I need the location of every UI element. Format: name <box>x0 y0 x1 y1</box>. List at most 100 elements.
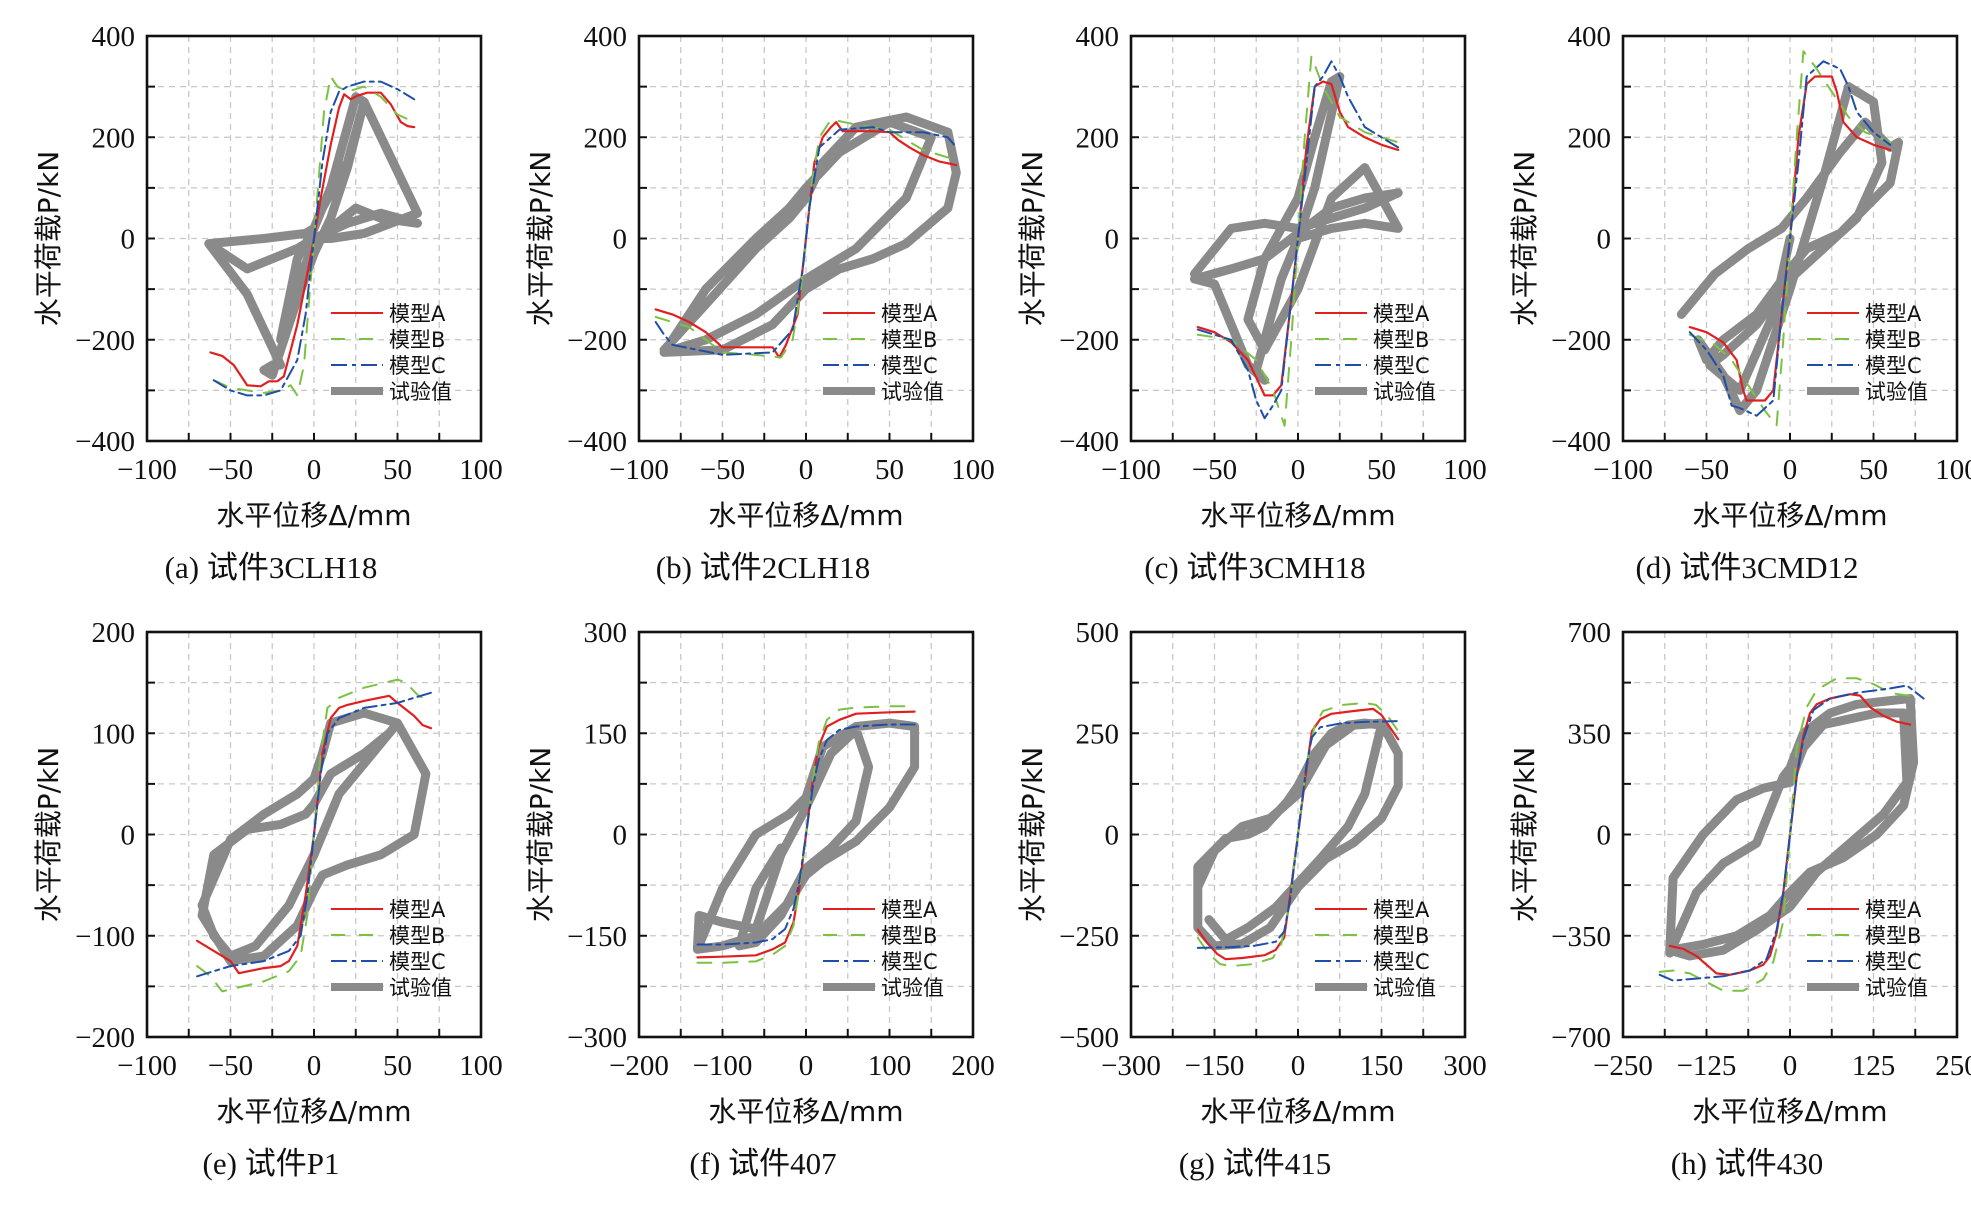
x-tick-label: 50 <box>1859 454 1888 486</box>
chart-svg: −100 −50 0 50 100−200−1000100200水平位移Δ/mm水平荷载… <box>32 617 503 1128</box>
legend-label: 模型A <box>389 302 446 326</box>
x-tick-label: 100 <box>868 1050 912 1082</box>
y-tick-label: 0 <box>613 224 628 256</box>
legend-label: 模型C <box>1373 354 1430 378</box>
legend-label: 试验值 <box>881 380 944 404</box>
x-axis-title: 水平位移Δ/mm <box>1692 499 1887 532</box>
series-model-a <box>209 91 416 388</box>
y-tick-label: 400 <box>92 21 136 53</box>
legend-label: 模型B <box>389 924 445 948</box>
legend-label: 模型C <box>389 354 446 378</box>
legend-label: 试验值 <box>1865 380 1928 404</box>
legend-label: 模型C <box>881 354 938 378</box>
y-axis-title: 水平荷载P/kN <box>1508 747 1541 922</box>
x-axis-title: 水平位移Δ/mm <box>1692 1095 1887 1128</box>
legend-label: 模型C <box>1373 950 1430 974</box>
chart-panel-g: −300 −150 0 150 300 −500 −250 0 250 500 水平位移Δ/mm 水平… <box>984 596 1487 1199</box>
x-tick-label: −100 <box>693 1050 753 1082</box>
legend-label: 模型C <box>389 950 446 974</box>
y-tick-label: 300 <box>584 617 628 649</box>
legend-label: 试验值 <box>1865 976 1928 1000</box>
series-model-c <box>1196 60 1400 420</box>
y-tick-label: 0 <box>1597 224 1612 256</box>
x-tick-label: 200 <box>951 1050 995 1082</box>
y-tick-label: −300 <box>567 1022 627 1054</box>
y-tick-label: 0 <box>121 224 136 256</box>
y-tick-label: 250 <box>1076 718 1120 750</box>
x-tick-label: −50 <box>1684 454 1729 486</box>
x-tick-label: −100 <box>1593 454 1653 486</box>
x-tick-label: 0 <box>799 454 814 486</box>
x-tick-label: 250 <box>1935 1050 1971 1082</box>
legend-label: 模型C <box>1865 354 1922 378</box>
panel-caption: (a) 试件3CLH18 <box>164 550 378 585</box>
y-tick-label: −350 <box>1551 921 1611 953</box>
x-tick-label: 150 <box>1360 1050 1404 1082</box>
x-tick-label: 0 <box>307 454 322 486</box>
series-test <box>204 92 422 380</box>
chart-svg: −100 −50 0 50 100 −400 −200 0 200 400 水平位移Δ/mm 水平荷载… <box>1016 21 1487 532</box>
y-tick-label: 0 <box>1105 820 1120 852</box>
x-tick-label: −250 <box>1593 1050 1653 1082</box>
y-tick-label: −200 <box>75 325 135 357</box>
series-test <box>659 112 961 357</box>
x-tick-label: −100 <box>1101 454 1161 486</box>
legend-label: 模型B <box>389 328 445 352</box>
x-tick-label: −50 <box>208 1050 253 1082</box>
x-tick-label: 100 <box>1443 454 1487 486</box>
x-tick-label: 0 <box>1291 1050 1306 1082</box>
chart-svg: −100 −50 0 50 100 −400 −200 0 200 400 水平位移Δ/mm 水平荷载… <box>1508 21 1971 532</box>
series-model-c <box>212 80 416 397</box>
y-tick-label: −400 <box>567 426 627 458</box>
y-tick-label: −400 <box>1059 426 1119 458</box>
x-tick-label: 50 <box>383 454 412 486</box>
series-model-a <box>654 121 958 359</box>
y-tick-label: 400 <box>1076 21 1120 53</box>
panel-caption: (g) 试件415 <box>1178 1146 1332 1181</box>
y-tick-label: 0 <box>121 820 136 852</box>
y-tick-label: 200 <box>1076 122 1120 154</box>
legend-label: 模型A <box>1373 898 1430 922</box>
x-tick-label: 50 <box>1367 454 1396 486</box>
x-axis-title: 水平位移Δ/mm <box>1200 1095 1395 1128</box>
y-tick-label: 0 <box>1105 224 1120 256</box>
x-tick-label: 0 <box>799 1050 814 1082</box>
y-axis-title: 水平荷载P/kN <box>1016 747 1049 922</box>
x-tick-label: −100 <box>117 454 177 486</box>
x-tick-label: 100 <box>1935 454 1971 486</box>
x-axis-title: 水平位移Δ/mm <box>216 1095 411 1128</box>
y-tick-label: −200 <box>1059 325 1119 357</box>
chart-panel-c: −100 −50 0 50 100 −400 −200 0 200 400 水平位移Δ/mm 水平荷载… <box>984 0 1487 603</box>
legend-label: 试验值 <box>389 380 452 404</box>
x-tick-label: −150 <box>1185 1050 1245 1082</box>
legend-label: 模型C <box>1865 950 1922 974</box>
y-tick-label: 400 <box>584 21 628 53</box>
legend-label: 试验值 <box>389 976 452 1000</box>
series-model-b <box>654 118 958 359</box>
series-model-b <box>1658 677 1915 992</box>
x-tick-label: 0 <box>1783 1050 1798 1082</box>
y-tick-label: 200 <box>584 122 628 154</box>
x-axis-title: 水平位移Δ/mm <box>1200 499 1395 532</box>
panel-caption: (c) 试件3CMH18 <box>1144 550 1366 585</box>
legend-label: 模型A <box>1865 898 1922 922</box>
x-tick-label: −300 <box>1101 1050 1161 1082</box>
x-tick-label: 100 <box>951 454 995 486</box>
x-tick-label: 100 <box>459 454 503 486</box>
series-model-c <box>1688 60 1892 417</box>
legend-label: 试验值 <box>1373 976 1436 1000</box>
y-tick-label: 200 <box>92 122 136 154</box>
y-tick-label: −400 <box>1551 426 1611 458</box>
legend-label: 试验值 <box>881 976 944 1000</box>
chart-panel-d: −100 −50 0 50 100 −400 −200 0 200 400 水平位移Δ/mm 水平荷载… <box>1476 0 1971 603</box>
x-tick-label: 300 <box>1443 1050 1487 1082</box>
chart-panel-e: −100 −50 0 50 100 −200 −100 0 100 200 水平位移Δ/mm 水平荷载… <box>0 596 503 1199</box>
y-axis-title: 水平荷载P/kN <box>1508 151 1541 326</box>
series-model-c <box>1658 684 1925 982</box>
series-model-c <box>1196 720 1400 949</box>
